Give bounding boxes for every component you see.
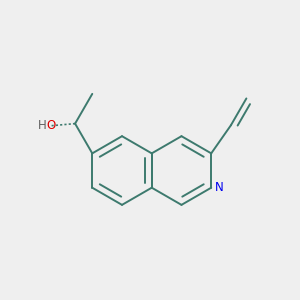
- Text: H: H: [38, 119, 46, 132]
- Text: O: O: [46, 119, 56, 132]
- Text: N: N: [215, 181, 224, 194]
